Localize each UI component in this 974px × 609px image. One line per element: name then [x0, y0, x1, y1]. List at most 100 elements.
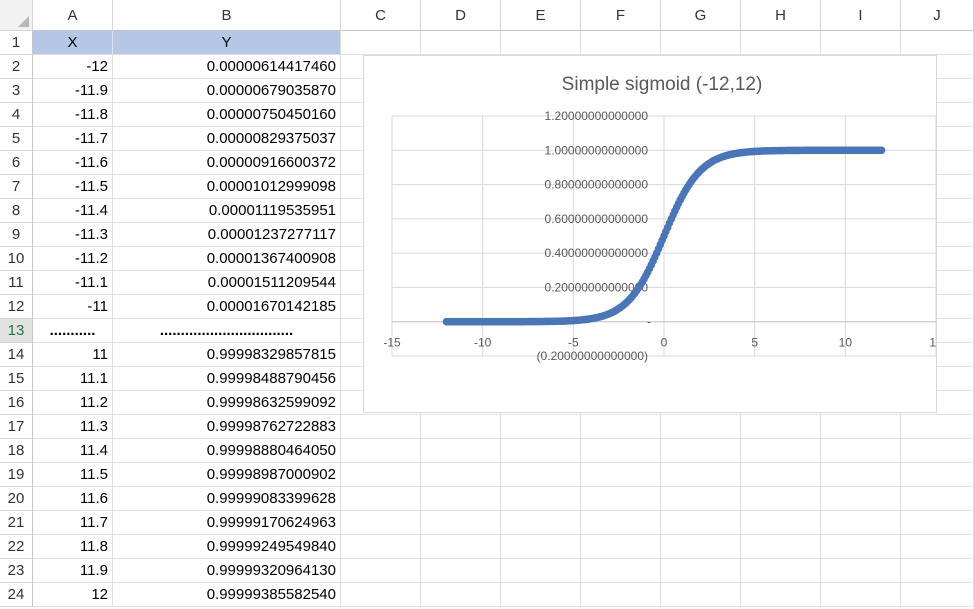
cell-a1[interactable]: X [33, 31, 113, 55]
cell-e21[interactable] [501, 511, 581, 535]
cell-a6[interactable]: -11.6 [33, 151, 113, 175]
cell-j21[interactable] [901, 511, 974, 535]
cell-b11[interactable]: 0.00001511209544 [113, 271, 341, 295]
cell-b10[interactable]: 0.00001367400908 [113, 247, 341, 271]
cell-b14[interactable]: 0.99998329857815 [113, 343, 341, 367]
cell-b2[interactable]: 0.00000614417460 [113, 55, 341, 79]
cell-d1[interactable] [421, 31, 501, 55]
cell-b20[interactable]: 0.99999083399628 [113, 487, 341, 511]
cell-h20[interactable] [741, 487, 821, 511]
cell-a4[interactable]: -11.8 [33, 103, 113, 127]
row-header-19[interactable]: 19 [0, 463, 33, 487]
cell-h17[interactable] [741, 415, 821, 439]
cell-i1[interactable] [821, 31, 901, 55]
cell-g20[interactable] [661, 487, 741, 511]
cell-a24[interactable]: 12 [33, 583, 113, 607]
cell-a20[interactable]: 11.6 [33, 487, 113, 511]
row-header-12[interactable]: 12 [0, 295, 33, 319]
cell-c19[interactable] [341, 463, 421, 487]
cell-a16[interactable]: 11.2 [33, 391, 113, 415]
cell-a15[interactable]: 11.1 [33, 367, 113, 391]
cell-b12[interactable]: 0.00001670142185 [113, 295, 341, 319]
cell-i24[interactable] [821, 583, 901, 607]
row-header-7[interactable]: 7 [0, 175, 33, 199]
cell-f17[interactable] [581, 415, 661, 439]
cell-b23[interactable]: 0.99999320964130 [113, 559, 341, 583]
cell-g18[interactable] [661, 439, 741, 463]
cell-a14[interactable]: 11 [33, 343, 113, 367]
cell-f21[interactable] [581, 511, 661, 535]
cell-c1[interactable] [341, 31, 421, 55]
cell-a11[interactable]: -11.1 [33, 271, 113, 295]
cell-i18[interactable] [821, 439, 901, 463]
cell-j22[interactable] [901, 535, 974, 559]
sigmoid-chart[interactable]: Simple sigmoid (-12,12) (0.20000000000000… [363, 55, 943, 413]
cell-b13[interactable]: ................................ [113, 319, 341, 343]
cell-j1[interactable] [901, 31, 974, 55]
cell-e18[interactable] [501, 439, 581, 463]
cell-d17[interactable] [421, 415, 501, 439]
column-header-h[interactable]: H [741, 0, 821, 31]
cell-f18[interactable] [581, 439, 661, 463]
cell-b24[interactable]: 0.99999385582540 [113, 583, 341, 607]
cell-e19[interactable] [501, 463, 581, 487]
cell-e17[interactable] [501, 415, 581, 439]
cell-d18[interactable] [421, 439, 501, 463]
cell-a10[interactable]: -11.2 [33, 247, 113, 271]
row-header-22[interactable]: 22 [0, 535, 33, 559]
cell-b15[interactable]: 0.99998488790456 [113, 367, 341, 391]
cell-f24[interactable] [581, 583, 661, 607]
row-header-3[interactable]: 3 [0, 79, 33, 103]
column-header-a[interactable]: A [33, 0, 113, 31]
column-header-g[interactable]: G [661, 0, 741, 31]
cell-b22[interactable]: 0.99999249549840 [113, 535, 341, 559]
cell-h21[interactable] [741, 511, 821, 535]
cell-e24[interactable] [501, 583, 581, 607]
cell-g17[interactable] [661, 415, 741, 439]
cell-g24[interactable] [661, 583, 741, 607]
cell-c20[interactable] [341, 487, 421, 511]
cell-e22[interactable] [501, 535, 581, 559]
cell-b21[interactable]: 0.99999170624963 [113, 511, 341, 535]
row-header-21[interactable]: 21 [0, 511, 33, 535]
cell-b7[interactable]: 0.00001012999098 [113, 175, 341, 199]
cell-e23[interactable] [501, 559, 581, 583]
cell-b18[interactable]: 0.99998880464050 [113, 439, 341, 463]
cell-a22[interactable]: 11.8 [33, 535, 113, 559]
row-header-23[interactable]: 23 [0, 559, 33, 583]
cell-c18[interactable] [341, 439, 421, 463]
cell-d21[interactable] [421, 511, 501, 535]
column-header-d[interactable]: D [421, 0, 501, 31]
cell-c23[interactable] [341, 559, 421, 583]
cell-a12[interactable]: -11 [33, 295, 113, 319]
cell-a13[interactable]: ........... [33, 319, 113, 343]
cell-i21[interactable] [821, 511, 901, 535]
column-header-c[interactable]: C [341, 0, 421, 31]
cell-b8[interactable]: 0.00001119535951 [113, 199, 341, 223]
cell-f1[interactable] [581, 31, 661, 55]
cell-h22[interactable] [741, 535, 821, 559]
cell-c22[interactable] [341, 535, 421, 559]
row-header-13[interactable]: 13 [0, 319, 33, 343]
row-header-1[interactable]: 1 [0, 31, 33, 55]
cell-a3[interactable]: -11.9 [33, 79, 113, 103]
cell-c21[interactable] [341, 511, 421, 535]
row-header-16[interactable]: 16 [0, 391, 33, 415]
cell-i23[interactable] [821, 559, 901, 583]
column-header-e[interactable]: E [501, 0, 581, 31]
cell-h19[interactable] [741, 463, 821, 487]
cell-c24[interactable] [341, 583, 421, 607]
cell-i22[interactable] [821, 535, 901, 559]
cell-h23[interactable] [741, 559, 821, 583]
cell-d20[interactable] [421, 487, 501, 511]
column-header-i[interactable]: I [821, 0, 901, 31]
cell-g21[interactable] [661, 511, 741, 535]
cell-b6[interactable]: 0.00000916600372 [113, 151, 341, 175]
cell-a9[interactable]: -11.3 [33, 223, 113, 247]
cell-a23[interactable]: 11.9 [33, 559, 113, 583]
cell-i19[interactable] [821, 463, 901, 487]
cell-a7[interactable]: -11.5 [33, 175, 113, 199]
cell-b16[interactable]: 0.99998632599092 [113, 391, 341, 415]
cell-e20[interactable] [501, 487, 581, 511]
